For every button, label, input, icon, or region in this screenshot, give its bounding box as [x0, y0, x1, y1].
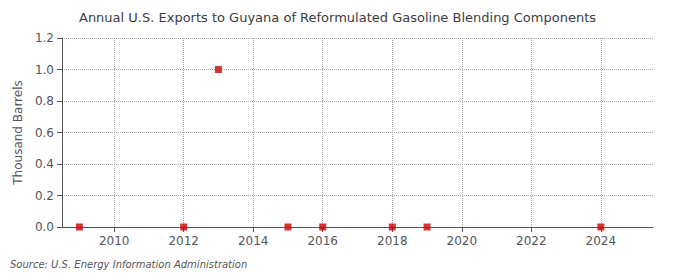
svg-text:2020: 2020 [447, 234, 478, 248]
svg-text:1.2: 1.2 [35, 31, 54, 45]
svg-text:0.2: 0.2 [35, 189, 54, 203]
svg-text:1.0: 1.0 [35, 63, 54, 77]
svg-text:2016: 2016 [307, 234, 338, 248]
svg-text:2014: 2014 [238, 234, 269, 248]
svg-text:Source: U.S. Energy Informatio: Source: U.S. Energy Information Administ… [10, 259, 247, 270]
svg-text:2022: 2022 [516, 234, 547, 248]
svg-text:0.0: 0.0 [35, 220, 54, 234]
svg-text:2024: 2024 [586, 234, 617, 248]
svg-text:Thousand Barrels: Thousand Barrels [11, 80, 25, 185]
svg-text:0.4: 0.4 [35, 157, 54, 171]
svg-text:0.6: 0.6 [35, 126, 54, 140]
svg-text:2018: 2018 [377, 234, 408, 248]
svg-text:Annual U.S. Exports to Guyana: Annual U.S. Exports to Guyana of Reformu… [79, 10, 596, 25]
svg-text:2012: 2012 [168, 234, 199, 248]
svg-text:2010: 2010 [99, 234, 130, 248]
svg-text:0.8: 0.8 [35, 94, 54, 108]
